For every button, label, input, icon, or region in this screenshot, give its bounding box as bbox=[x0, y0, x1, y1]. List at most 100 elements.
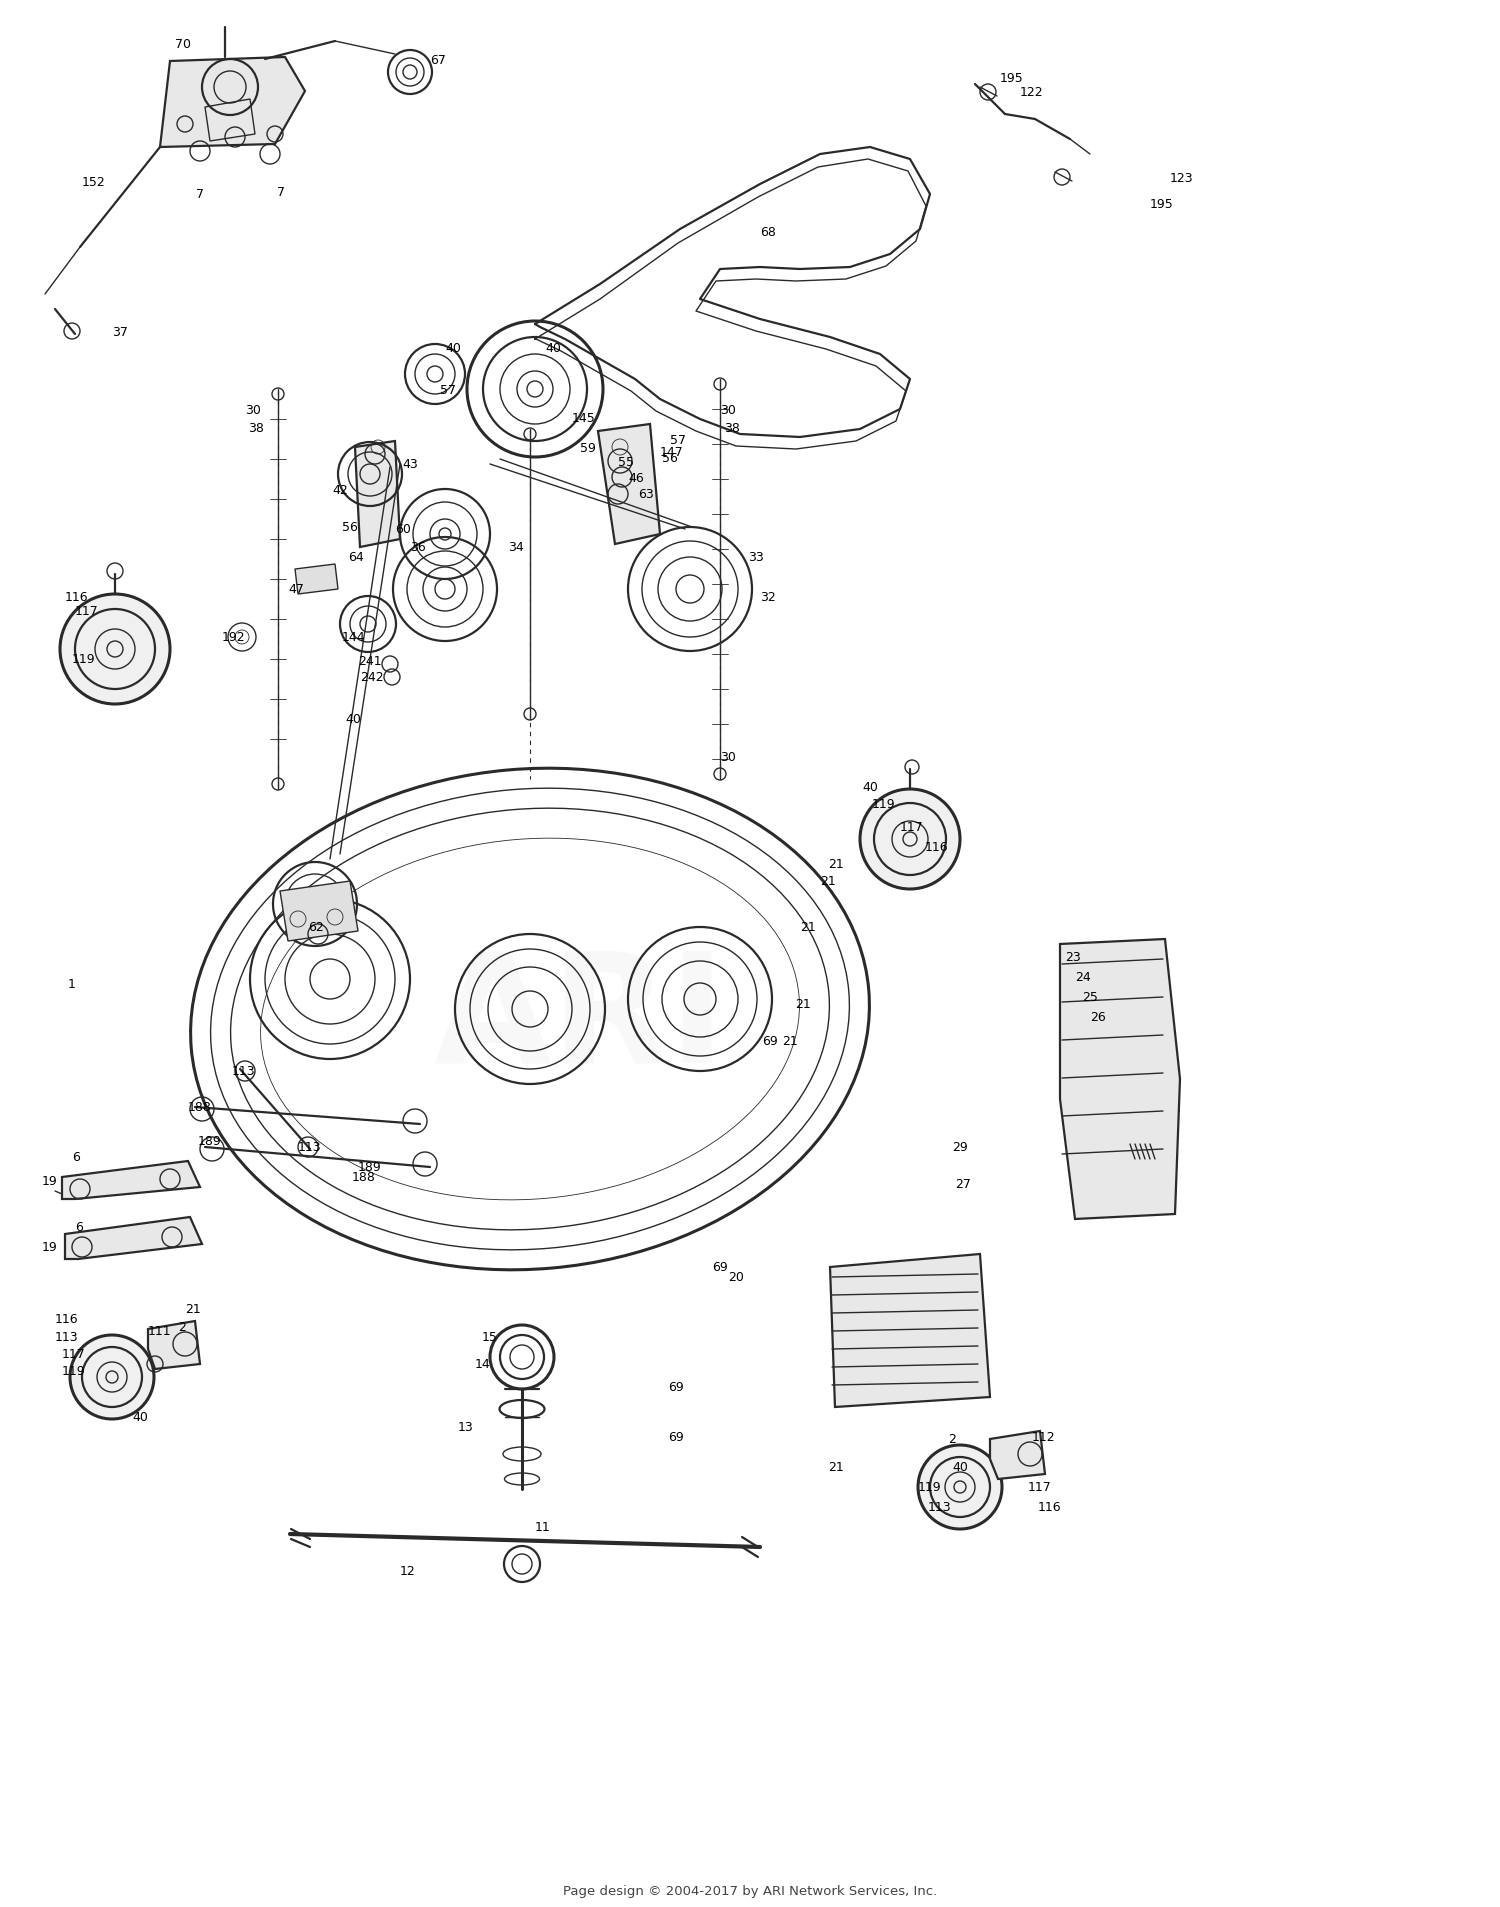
Text: 29: 29 bbox=[952, 1140, 968, 1154]
Text: 26: 26 bbox=[1090, 1011, 1106, 1024]
Text: 40: 40 bbox=[544, 341, 561, 355]
Text: 116: 116 bbox=[1038, 1501, 1062, 1514]
Text: 40: 40 bbox=[345, 713, 362, 727]
Text: 144: 144 bbox=[342, 631, 366, 645]
Polygon shape bbox=[296, 564, 338, 595]
Text: 38: 38 bbox=[248, 421, 264, 435]
Text: ARI: ARI bbox=[433, 946, 726, 1095]
Text: 59: 59 bbox=[580, 441, 596, 454]
Polygon shape bbox=[830, 1255, 990, 1407]
Text: 40: 40 bbox=[446, 341, 460, 355]
Text: 7: 7 bbox=[278, 187, 285, 200]
Text: 55: 55 bbox=[618, 456, 634, 469]
Text: 21: 21 bbox=[782, 1036, 798, 1049]
Text: 23: 23 bbox=[1065, 952, 1080, 965]
Text: 40: 40 bbox=[862, 782, 877, 793]
Text: 145: 145 bbox=[572, 412, 596, 423]
Text: 189: 189 bbox=[198, 1135, 222, 1148]
Text: Page design © 2004-2017 by ARI Network Services, Inc.: Page design © 2004-2017 by ARI Network S… bbox=[562, 1884, 938, 1897]
Text: 20: 20 bbox=[728, 1270, 744, 1283]
Text: 19: 19 bbox=[42, 1175, 57, 1188]
Text: 46: 46 bbox=[628, 471, 644, 484]
Polygon shape bbox=[356, 442, 401, 547]
Text: 6: 6 bbox=[72, 1152, 80, 1163]
Text: 195: 195 bbox=[1000, 71, 1023, 84]
Polygon shape bbox=[1060, 940, 1180, 1219]
Text: 56: 56 bbox=[662, 452, 678, 463]
Text: 27: 27 bbox=[956, 1179, 970, 1190]
Text: 113: 113 bbox=[56, 1331, 78, 1344]
Text: 117: 117 bbox=[900, 822, 924, 833]
Text: 38: 38 bbox=[724, 421, 740, 435]
Text: 15: 15 bbox=[482, 1331, 498, 1344]
Text: 116: 116 bbox=[56, 1312, 78, 1325]
Text: 19: 19 bbox=[42, 1241, 57, 1253]
Text: 21: 21 bbox=[795, 997, 810, 1011]
Text: 64: 64 bbox=[348, 551, 363, 564]
Circle shape bbox=[60, 595, 170, 704]
Text: 112: 112 bbox=[1032, 1430, 1056, 1444]
Polygon shape bbox=[990, 1432, 1046, 1480]
Text: 30: 30 bbox=[720, 751, 736, 765]
Text: 42: 42 bbox=[332, 482, 348, 496]
Text: 69: 69 bbox=[668, 1381, 684, 1394]
Text: 40: 40 bbox=[132, 1411, 148, 1425]
Polygon shape bbox=[160, 57, 304, 149]
Text: 116: 116 bbox=[64, 591, 88, 605]
Text: 147: 147 bbox=[660, 444, 684, 458]
Text: 70: 70 bbox=[176, 38, 190, 51]
Text: 11: 11 bbox=[536, 1520, 550, 1533]
Text: 24: 24 bbox=[1076, 971, 1090, 984]
Text: 62: 62 bbox=[308, 921, 324, 934]
Text: 7: 7 bbox=[196, 189, 204, 202]
Text: 40: 40 bbox=[952, 1461, 968, 1474]
Text: 47: 47 bbox=[288, 584, 304, 597]
Text: 33: 33 bbox=[748, 551, 764, 564]
Text: 119: 119 bbox=[62, 1365, 86, 1377]
Text: 12: 12 bbox=[400, 1564, 416, 1577]
Text: 188: 188 bbox=[352, 1171, 376, 1184]
Text: 14: 14 bbox=[476, 1358, 490, 1371]
Text: 119: 119 bbox=[871, 799, 895, 810]
Text: 69: 69 bbox=[668, 1430, 684, 1444]
Text: 242: 242 bbox=[360, 671, 384, 685]
Text: 111: 111 bbox=[148, 1325, 171, 1339]
Text: 6: 6 bbox=[75, 1220, 82, 1234]
Text: 195: 195 bbox=[1150, 198, 1173, 212]
Text: 21: 21 bbox=[800, 921, 816, 934]
Text: 113: 113 bbox=[232, 1064, 255, 1077]
Text: 189: 189 bbox=[358, 1161, 381, 1175]
Text: 67: 67 bbox=[430, 53, 445, 67]
Text: 241: 241 bbox=[358, 656, 381, 667]
Text: 25: 25 bbox=[1082, 992, 1098, 1003]
Text: 119: 119 bbox=[72, 654, 96, 666]
Text: 122: 122 bbox=[1020, 86, 1044, 99]
Text: 21: 21 bbox=[828, 1461, 843, 1474]
Text: 152: 152 bbox=[82, 177, 105, 189]
Text: 2: 2 bbox=[178, 1322, 186, 1333]
Text: 116: 116 bbox=[926, 841, 948, 854]
Polygon shape bbox=[280, 881, 358, 942]
Circle shape bbox=[859, 789, 960, 889]
Text: 117: 117 bbox=[62, 1348, 86, 1362]
Text: 21: 21 bbox=[184, 1302, 201, 1316]
Text: 56: 56 bbox=[342, 521, 358, 534]
Text: 117: 117 bbox=[75, 605, 99, 618]
Text: 34: 34 bbox=[509, 542, 524, 555]
Polygon shape bbox=[148, 1322, 200, 1369]
Text: 57: 57 bbox=[670, 433, 686, 446]
Polygon shape bbox=[598, 425, 660, 545]
Text: 32: 32 bbox=[760, 591, 776, 605]
Text: 69: 69 bbox=[712, 1261, 728, 1274]
Text: 57: 57 bbox=[440, 383, 456, 397]
Text: 30: 30 bbox=[720, 402, 736, 416]
Text: 37: 37 bbox=[112, 326, 128, 338]
Text: 119: 119 bbox=[918, 1480, 942, 1493]
Polygon shape bbox=[62, 1161, 200, 1200]
Text: 188: 188 bbox=[188, 1100, 211, 1114]
Text: 60: 60 bbox=[394, 523, 411, 536]
Text: 113: 113 bbox=[298, 1140, 321, 1154]
Polygon shape bbox=[64, 1217, 203, 1259]
Text: 113: 113 bbox=[928, 1501, 951, 1514]
Text: 43: 43 bbox=[402, 458, 417, 471]
